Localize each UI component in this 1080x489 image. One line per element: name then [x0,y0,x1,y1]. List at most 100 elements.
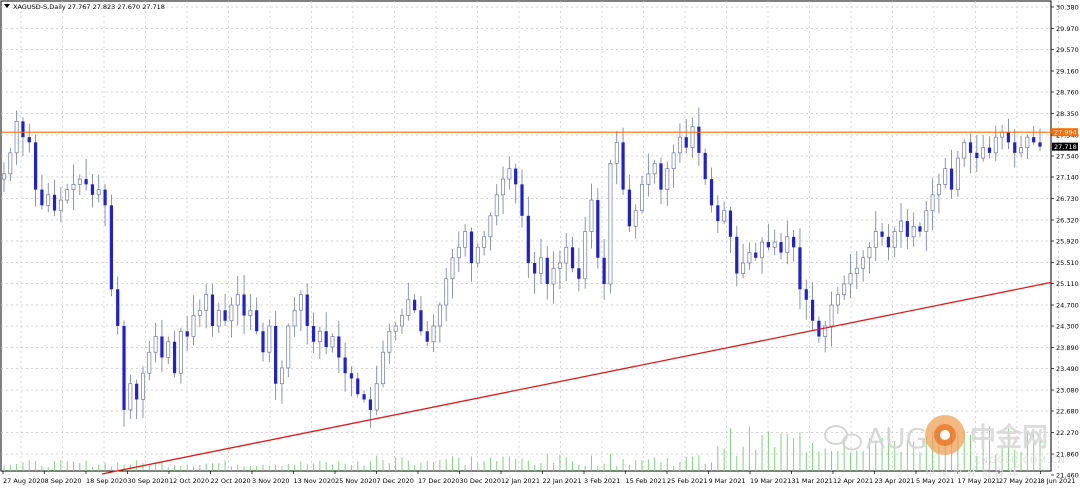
candle [810,282,815,331]
candle [918,222,922,237]
candle [444,267,449,322]
candle-body-up [128,383,133,411]
candle-body-down [533,263,537,274]
candle-body-up [450,257,455,280]
y-tick-label: 23.080 [1056,386,1079,394]
x-tick-label: 25 Nov 2020 [335,477,377,485]
x-tick-label: 22 Jan 2021 [543,477,582,485]
candle-body-up [235,294,240,306]
candle [709,167,714,213]
candle-body-down [261,331,265,353]
watermark-tagline: 中 文 财 经 新 媒 体 [926,467,1019,479]
candle-body-up [96,189,101,196]
candle-body-up [2,173,6,180]
candle [178,327,183,384]
candle [892,226,897,258]
candle [697,107,701,166]
candle-body-up [65,189,70,201]
dropdown-triangle-icon[interactable] [4,4,10,8]
price-axis: 30.380 29.970 29.570 29.160 28.760 28.350 27.9… [1051,3,1079,479]
candle-body-up [747,252,752,264]
candle [494,184,499,226]
candle-body-up [229,304,234,322]
candle [993,125,998,162]
y-tick-label: 26.320 [1056,216,1079,224]
candle-body-up [147,351,152,374]
y-tick-label: 29.160 [1056,67,1079,75]
y-tick-label: 28.760 [1056,88,1079,96]
candle [557,250,562,290]
candle-body-down [1006,131,1011,143]
candle [482,230,487,256]
candle [545,246,549,300]
candle [197,299,202,328]
candle [488,212,493,251]
candle-body-up [494,194,499,217]
candle-body-up [393,325,398,332]
candle [873,211,878,262]
candle [122,320,126,427]
candle-body-up [482,236,487,248]
candle [646,153,651,197]
x-tick-label: 8 Sep 2020 [45,477,82,485]
candle-body-up [943,168,948,185]
candle [400,308,404,335]
candle-body-up [501,178,505,196]
candle-body-up [867,246,872,259]
x-tick-label: 7 Dec 2020 [377,477,414,485]
candle [381,340,385,388]
candle-body-down [1013,142,1017,153]
candle [899,203,903,248]
candle [185,316,189,351]
candle-body-up [924,210,929,232]
level-price-badge: 27.994 [1052,128,1078,136]
candle-body-up [381,351,385,385]
candle-body-down [21,121,25,138]
candle-body-down [84,179,88,185]
candle [539,238,543,284]
candle [975,135,979,173]
candle [431,314,436,352]
candle [936,173,941,214]
candle-body-up [911,225,916,238]
candle-body-up [829,304,834,327]
candle-body-down [368,399,372,410]
candle-body-up [197,309,202,316]
candle [160,319,164,373]
y-tick-label: 30.380 [1056,3,1079,11]
candle [621,127,625,196]
candle [949,149,954,199]
candle-body-down [792,236,796,248]
candle-body-up [166,341,171,358]
candle-body-up [640,183,644,211]
candle-body-up [608,162,613,285]
candle [109,194,113,297]
candle [463,224,468,257]
candle-body-down [122,325,126,410]
candle-body-up [955,157,960,190]
candle [116,276,120,335]
candle-body-down [27,137,31,143]
candle-body-up [671,152,676,169]
candle-body-down [949,168,954,190]
candle [235,276,240,326]
candle-body-down [274,325,278,384]
candle-body-down [255,310,259,332]
candle-body-down [804,289,808,300]
candle-body-up [46,194,51,206]
candle-body-up [475,246,480,264]
candle [419,296,423,336]
y-tick-label: 23.890 [1056,344,1079,352]
candle [166,336,171,365]
candle [987,136,992,159]
current-price-badge: 27.718 [1052,142,1078,151]
x-tick-label: 5 May 2021 [916,477,954,485]
x-tick-label: 3 Nov 2020 [252,477,290,485]
candle [577,247,581,292]
candle [362,390,366,403]
trend-support-line[interactable] [101,281,1052,475]
candle-body-down [103,189,107,206]
candle-body-up [861,257,866,269]
candle [46,183,51,213]
candle-body-up [456,246,461,259]
